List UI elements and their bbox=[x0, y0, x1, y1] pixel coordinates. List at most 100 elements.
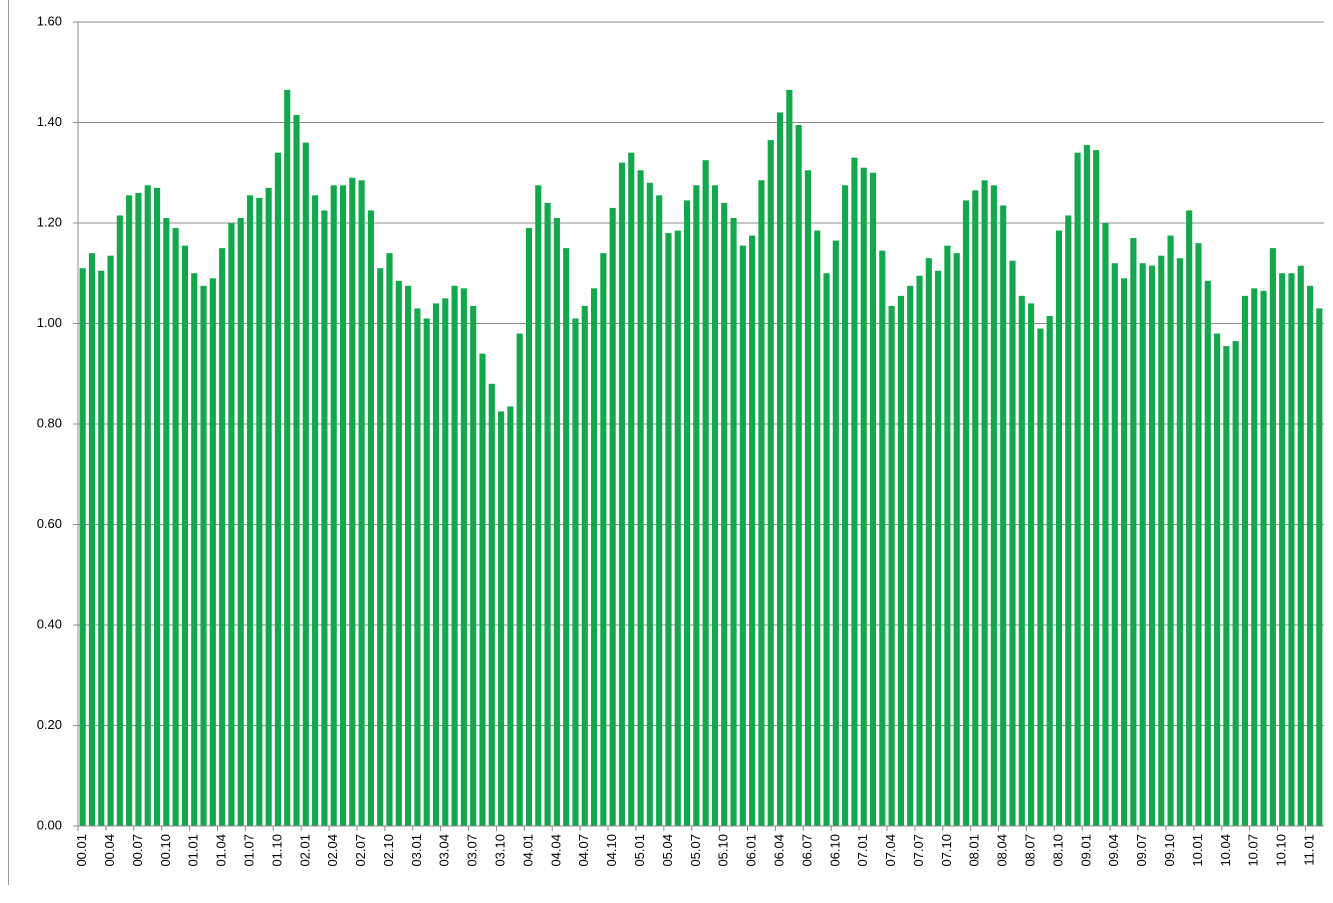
x-tick-label: 02.10 bbox=[381, 834, 396, 867]
bar bbox=[1139, 263, 1146, 826]
x-tick-label: 09.10 bbox=[1162, 834, 1177, 867]
x-tick-label: 04.07 bbox=[576, 834, 591, 867]
bar bbox=[1121, 278, 1128, 826]
x-tick-label: 03.07 bbox=[465, 834, 480, 867]
bar bbox=[600, 253, 607, 826]
bar bbox=[228, 223, 235, 826]
bar bbox=[590, 288, 598, 826]
bar bbox=[702, 160, 709, 826]
bar bbox=[302, 142, 309, 827]
bar bbox=[144, 185, 151, 826]
bar bbox=[525, 228, 533, 826]
bar bbox=[377, 268, 384, 827]
x-tick-label: 07.07 bbox=[911, 834, 926, 867]
x-tick-label: 09.04 bbox=[1106, 834, 1121, 867]
x-tick-label: 09.01 bbox=[1078, 834, 1093, 867]
bar bbox=[1213, 333, 1221, 826]
bar bbox=[953, 253, 960, 826]
bar bbox=[535, 185, 542, 826]
y-tick-label: 1.60 bbox=[37, 13, 62, 28]
x-tick-label: 03.10 bbox=[493, 834, 508, 867]
bar bbox=[832, 240, 839, 826]
bar bbox=[321, 210, 328, 826]
x-tick-label: 02.04 bbox=[325, 834, 340, 867]
bar bbox=[88, 253, 96, 826]
bar bbox=[563, 248, 570, 826]
x-tick-label: 07.01 bbox=[855, 834, 870, 867]
x-tick-label: 06.04 bbox=[771, 834, 786, 867]
bar bbox=[683, 200, 691, 826]
bar bbox=[1232, 341, 1239, 826]
bar bbox=[1065, 215, 1072, 826]
bar bbox=[181, 245, 189, 827]
bar bbox=[925, 258, 932, 826]
bar bbox=[1279, 273, 1286, 826]
bar bbox=[628, 152, 635, 826]
y-tick-label: 0.40 bbox=[37, 616, 62, 631]
bar bbox=[674, 230, 681, 827]
bar bbox=[432, 303, 440, 826]
bar bbox=[1102, 223, 1109, 826]
bar bbox=[1046, 315, 1053, 826]
x-tick-label: 04.04 bbox=[548, 834, 563, 867]
x-tick-label: 06.10 bbox=[827, 834, 842, 867]
bar bbox=[191, 273, 198, 826]
x-tick-label: 06.01 bbox=[744, 834, 759, 867]
x-tick-label: 10.01 bbox=[1190, 834, 1205, 867]
bar bbox=[572, 318, 579, 826]
x-tick-label: 02.07 bbox=[353, 834, 368, 867]
bar bbox=[1018, 295, 1025, 826]
x-tick-label: 06.07 bbox=[799, 834, 814, 867]
bar bbox=[153, 187, 161, 826]
bar bbox=[1306, 285, 1314, 826]
x-tick-label: 08.10 bbox=[1050, 834, 1065, 867]
bar bbox=[730, 217, 737, 827]
bar bbox=[312, 195, 319, 827]
x-tick-label: 08.04 bbox=[995, 834, 1010, 867]
bar bbox=[98, 270, 105, 826]
x-tick-label: 00.10 bbox=[158, 834, 173, 867]
y-tick-label: 1.20 bbox=[37, 214, 62, 229]
bar bbox=[888, 305, 895, 827]
x-tick-label: 00.07 bbox=[130, 834, 145, 867]
bar bbox=[1000, 205, 1007, 827]
x-tick-label: 01.10 bbox=[269, 834, 284, 867]
x-tick-label: 08.07 bbox=[1023, 834, 1038, 867]
bar bbox=[339, 185, 347, 826]
bar bbox=[79, 268, 86, 827]
bar bbox=[907, 285, 914, 826]
y-tick-label: 0.60 bbox=[37, 516, 62, 531]
bar bbox=[897, 295, 904, 826]
x-tick-label: 05.04 bbox=[660, 834, 675, 867]
bar bbox=[944, 245, 951, 827]
x-tick-label: 11.01 bbox=[1301, 834, 1316, 866]
bar bbox=[962, 200, 970, 826]
bar bbox=[1093, 150, 1100, 826]
bar bbox=[423, 318, 430, 826]
bar bbox=[860, 167, 867, 827]
bar bbox=[516, 333, 523, 826]
bar bbox=[739, 245, 746, 827]
y-tick-label: 0.00 bbox=[37, 817, 62, 832]
bar bbox=[460, 288, 467, 826]
y-tick-label: 0.80 bbox=[37, 415, 62, 430]
bar bbox=[358, 180, 365, 827]
x-tick-label: 10.07 bbox=[1246, 834, 1261, 867]
bar bbox=[693, 185, 700, 826]
bar bbox=[507, 406, 514, 826]
bar bbox=[609, 207, 616, 827]
x-tick-label: 10.10 bbox=[1274, 834, 1289, 867]
bar bbox=[237, 217, 244, 827]
bar bbox=[395, 280, 402, 827]
bar bbox=[126, 195, 133, 827]
bar bbox=[451, 285, 458, 826]
x-tick-label: 00.04 bbox=[102, 834, 117, 867]
bar bbox=[107, 255, 114, 827]
bar bbox=[209, 278, 216, 826]
bar bbox=[869, 172, 877, 826]
bar bbox=[1083, 145, 1090, 827]
bar bbox=[749, 235, 756, 826]
bar bbox=[479, 353, 486, 826]
bar bbox=[1167, 235, 1174, 826]
